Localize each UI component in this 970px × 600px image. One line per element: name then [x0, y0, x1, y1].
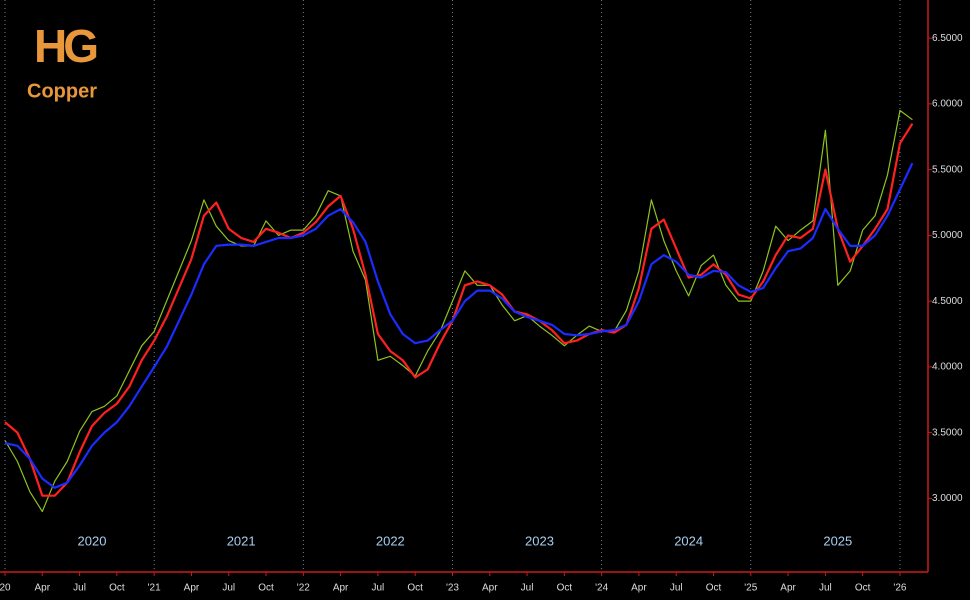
year-label: 2021	[227, 533, 256, 548]
x-tick-label: Oct	[706, 583, 722, 594]
year-label: 2025	[823, 533, 852, 548]
x-tick-label: Oct	[109, 583, 125, 594]
x-tick-label: Apr	[184, 583, 200, 594]
logo-mark: HG	[34, 20, 96, 72]
x-tick-label: Jul	[73, 583, 86, 594]
y-tick-label: 6.5000	[932, 33, 963, 44]
y-tick-label: 5.5000	[932, 164, 963, 175]
x-tick-label: Jul	[819, 583, 832, 594]
x-tick-label: Apr	[35, 583, 51, 594]
grid	[4, 0, 901, 572]
x-tick-label: '25	[744, 583, 757, 594]
x-tick-label: Oct	[407, 583, 423, 594]
x-tick-label: Jul	[670, 583, 683, 594]
marks	[4, 109, 914, 513]
x-tick-label: Apr	[631, 583, 647, 594]
average-line	[4, 123, 914, 497]
x-tick-label: '22	[297, 583, 310, 594]
y-tick-label: 4.5000	[932, 296, 963, 307]
x-tick-label: Oct	[557, 583, 573, 594]
x-tick-label: Jul	[372, 583, 385, 594]
year-label: 2023	[525, 533, 554, 548]
y-tick-label: 3.0000	[932, 493, 963, 504]
y-tick-label: 3.5000	[932, 427, 963, 438]
x-tick-label: Jul	[222, 583, 235, 594]
x-tick-label: '24	[595, 583, 608, 594]
x-tick-label: Oct	[258, 583, 274, 594]
x-tick-label: Apr	[333, 583, 349, 594]
x-tick-label: '21	[148, 583, 161, 594]
x-tick-label: '26	[893, 583, 906, 594]
axes: 3.0000 3.5000 4.0000 4.5000 5.0000 5.5000 6.00…	[0, 33, 963, 594]
x-tick-label: Apr	[482, 583, 498, 594]
y-tick-label: 4.0000	[932, 362, 963, 373]
price-line	[4, 109, 913, 513]
y-tick-label: 5.0000	[932, 230, 963, 241]
x-tick-label: Oct	[855, 583, 871, 594]
year-label: 2020	[78, 533, 107, 548]
x-tick-label: Apr	[780, 583, 796, 594]
x-tick-label: 20	[0, 583, 11, 594]
year-label: 2022	[376, 533, 405, 548]
x-tick-label: Jul	[521, 583, 534, 594]
year-label: 2024	[674, 533, 703, 548]
logo-name: Copper	[27, 80, 97, 102]
average-line	[4, 162, 914, 489]
y-tick-label: 6.0000	[932, 99, 963, 110]
x-tick-label: '23	[446, 583, 459, 594]
